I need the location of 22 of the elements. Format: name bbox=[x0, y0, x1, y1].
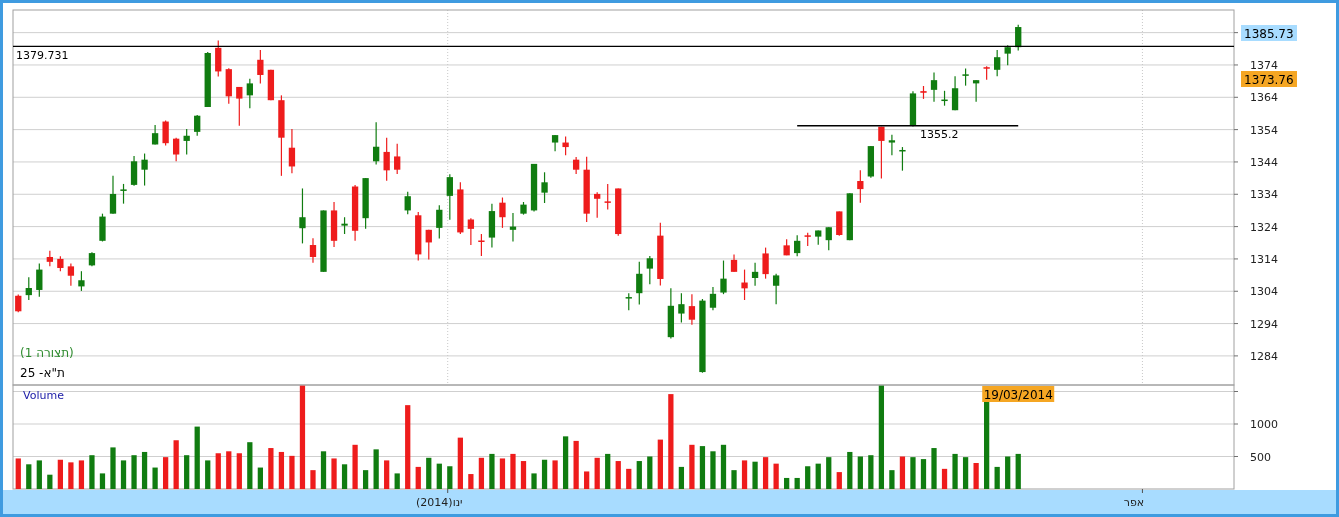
y-tick-label: 1364 bbox=[1250, 91, 1278, 105]
y-tick-label: 1304 bbox=[1250, 285, 1278, 299]
y-tick-label: 1294 bbox=[1250, 317, 1278, 331]
y-tick-label: 1284 bbox=[1250, 349, 1278, 363]
text: 1373.76 bbox=[1244, 73, 1294, 87]
text: 1385.73 bbox=[1244, 27, 1294, 41]
y-tick-label: 1334 bbox=[1250, 188, 1278, 202]
x-tick-label: אפר bbox=[1123, 496, 1145, 509]
y-tick-label: 1000 bbox=[1250, 418, 1278, 431]
ref-line-label: 1379.731 bbox=[16, 49, 69, 63]
y-tick-label: 500 bbox=[1250, 450, 1271, 464]
text: (תצורה 1) bbox=[20, 346, 74, 360]
y-tick-label: 1324 bbox=[1250, 220, 1278, 234]
text: ת"א- 25 bbox=[20, 366, 65, 380]
y-tick-label: 1344 bbox=[1250, 155, 1278, 169]
annotation: 19/03/2014 bbox=[983, 388, 1053, 402]
x-tick-label: ינו(2014) bbox=[416, 496, 463, 509]
annotation: 1355.2 bbox=[920, 127, 959, 141]
y-tick-label: 1314 bbox=[1250, 252, 1278, 266]
y-tick-label: 1374 bbox=[1250, 58, 1278, 72]
y-tick-label: 1354 bbox=[1250, 123, 1278, 137]
chart-title: Volume bbox=[23, 389, 65, 402]
